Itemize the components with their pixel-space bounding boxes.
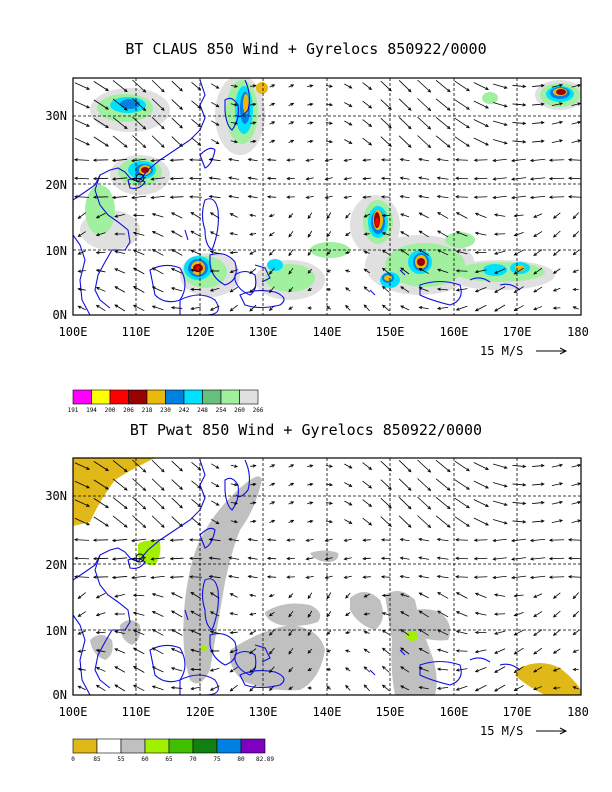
colorbar-label: 70 — [189, 756, 197, 763]
colorbar-swatch — [202, 389, 222, 405]
panel2-x-ticks: 100E 110E 120E 130E 140E 150E 160E 170E … — [59, 705, 589, 719]
colorbar-label: 260 — [234, 407, 245, 414]
colorbar-label: 248 — [197, 407, 208, 414]
colorbar-swatch — [216, 738, 242, 754]
colorbar-swatch — [240, 738, 266, 754]
colorbar-label: 85 — [93, 756, 101, 763]
panel2-xtick: 140E — [313, 705, 342, 719]
panel1-xtick: 170E — [503, 325, 532, 339]
panel1-xtick: 110E — [122, 325, 151, 339]
panel1-gyre-marker — [135, 173, 145, 183]
colorbar-label: 254 — [216, 407, 227, 414]
panel1-xtick: 100E — [59, 325, 88, 339]
panel1-xtick: 140E — [313, 325, 342, 339]
colorbar-label: 191 — [68, 407, 79, 414]
colorbar-label: 60 — [141, 756, 149, 763]
colorbar-label: 55 — [117, 756, 125, 763]
panel1-ytick: 20N — [45, 178, 67, 192]
colorbar-swatch — [109, 389, 129, 405]
panel1-y-ticks: 0N 10N 20N 30N — [45, 109, 67, 322]
colorbar-label: 65 — [165, 756, 173, 763]
panel2-gridlines — [73, 458, 581, 695]
panel2-xtick: 180 — [567, 705, 589, 719]
panel2-wind-vectors — [74, 459, 581, 692]
panel1-xtick: 160E — [440, 325, 469, 339]
panel2-ytick: 10N — [45, 624, 67, 638]
panel2-ytick: 20N — [45, 558, 67, 572]
panel1-xtick: 150E — [376, 325, 405, 339]
panel2-xtick: 170E — [503, 705, 532, 719]
panel1-title: BT CLAUS 850 Wind + Gyrelocs 850922/0000 — [125, 40, 487, 58]
colorbar-label: 0 — [71, 756, 75, 763]
panel2-xtick: 110E — [122, 705, 151, 719]
panel1-vector-ref-label: 15 M/S — [480, 344, 523, 358]
panel1-wind-vectors — [74, 79, 581, 312]
panel2-coastlines — [73, 459, 521, 695]
colorbar-label: 206 — [123, 407, 134, 414]
colorbar-swatch — [168, 738, 194, 754]
panel1-ytick: 0N — [53, 308, 67, 322]
colorbar-label: 218 — [142, 407, 153, 414]
panel1-map: 100E 110E 120E 130E 140E 150E 160E 170E … — [45, 77, 589, 414]
panel1-xtick: 180 — [567, 325, 589, 339]
colorbar-swatch — [72, 738, 98, 754]
panel2-xtick: 130E — [249, 705, 278, 719]
panel1-gridlines — [73, 78, 581, 315]
panel1-reference-vector: 15 M/S — [480, 344, 568, 358]
panel2-reference-vector: 15 M/S — [480, 724, 568, 738]
panel2-y-ticks: 0N 10N 20N 30N — [45, 489, 67, 702]
colorbar-label: 230 — [160, 407, 171, 414]
colorbar-swatch — [183, 389, 203, 405]
panel2-vector-ref-label: 15 M/S — [480, 724, 523, 738]
colorbar-swatch — [72, 389, 92, 405]
panel2-xtick: 160E — [440, 705, 469, 719]
panel2-ytick: 30N — [45, 489, 67, 503]
colorbar-label: 266 — [253, 407, 264, 414]
colorbar-swatch — [192, 738, 218, 754]
colorbar-label: 75 — [213, 756, 221, 763]
panel1-xtick: 130E — [249, 325, 278, 339]
panel1-ytick: 10N — [45, 244, 67, 258]
panel1-ytick: 30N — [45, 109, 67, 123]
colorbar-swatch — [91, 389, 111, 405]
panel1-xtick: 120E — [186, 325, 215, 339]
panel1-cloud-field — [80, 78, 581, 300]
colorbar-label: 80 — [237, 756, 245, 763]
colorbar-label: 242 — [179, 407, 190, 414]
colorbar-swatch — [146, 389, 166, 405]
colorbar-label: 200 — [105, 407, 116, 414]
panel2-xtick: 100E — [59, 705, 88, 719]
panel2-ytick: 0N — [53, 688, 67, 702]
panel1-colorbar: 191 194 200 206 218 230 242 248 254 260 266 — [68, 389, 264, 414]
panel2-xtick: 120E — [186, 705, 215, 719]
colorbar-label: 194 — [86, 407, 97, 414]
panel2-title: BT Pwat 850 Wind + Gyrelocs 850922/0000 — [129, 421, 483, 439]
colorbar-swatch — [120, 738, 146, 754]
colorbar-swatch — [128, 389, 148, 405]
colorbar-swatch — [239, 389, 259, 405]
panel1-x-ticks: 100E 110E 120E 130E 140E 150E 160E 170E … — [59, 325, 589, 339]
panel2-xtick: 150E — [376, 705, 405, 719]
colorbar-label: 82.89 — [256, 756, 274, 763]
panel2-map: 100E 110E 120E 130E 140E 150E 160E 170E … — [45, 457, 589, 763]
colorbar-swatch — [144, 738, 170, 754]
colorbar-swatch — [220, 389, 240, 405]
panel1-frame — [72, 77, 582, 316]
panel2-colorbar: 0 85 55 60 65 70 75 80 82.89 — [71, 738, 274, 763]
panel2-gyre-marker — [135, 553, 145, 563]
colorbar-swatch — [96, 738, 122, 754]
colorbar-swatch — [165, 389, 185, 405]
panel2-frame — [72, 457, 582, 696]
